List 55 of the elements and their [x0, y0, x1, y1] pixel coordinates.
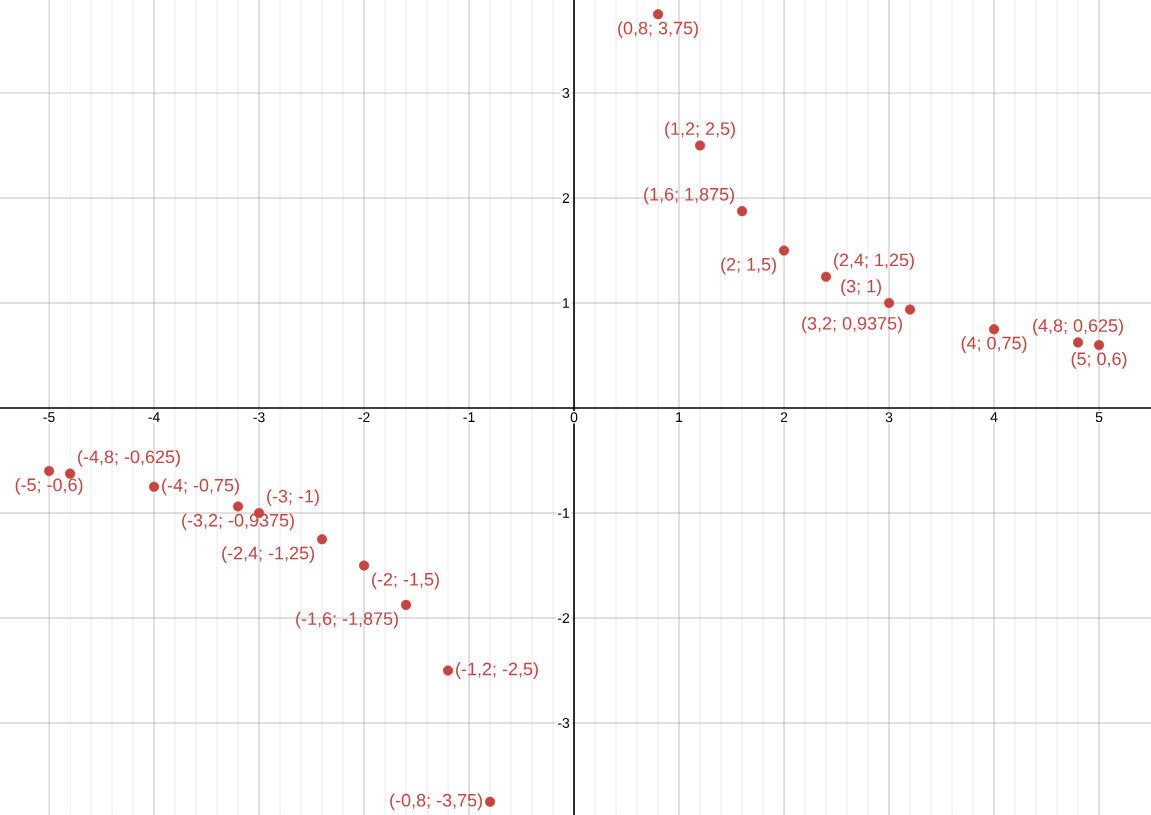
point	[400, 599, 412, 610]
point	[736, 206, 748, 217]
y-tick-label: 3	[562, 88, 570, 98]
point	[694, 140, 706, 151]
data-label: (-4; -0,75)	[162, 478, 239, 496]
data-label: (0,8; 3,75)	[618, 21, 698, 38]
data-label: (1,2; 2,5)	[665, 121, 735, 139]
y-tick-label: -2	[557, 613, 570, 623]
point	[232, 501, 244, 512]
x-tick-label: 0	[570, 412, 578, 423]
point	[316, 534, 328, 545]
data-label: (5; 0,6)	[1071, 351, 1127, 369]
point	[820, 271, 832, 282]
data-label: (-3,2; -0,9375)	[182, 513, 294, 531]
data-label: (-1,2; -2,5)	[456, 662, 538, 679]
x-tick-label: -5	[43, 412, 55, 423]
data-label: (-2; -1,5)	[372, 572, 439, 590]
data-label: (-5; -0,6)	[15, 477, 83, 495]
y-tick-label: 1	[563, 298, 570, 308]
point	[988, 324, 1000, 335]
x-tick-label: -4	[148, 412, 160, 422]
data-label: (2,4; 1,25)	[834, 253, 914, 270]
data-label: (4,8; 0,625)	[1033, 318, 1123, 336]
y-tick-label: -1	[557, 508, 570, 518]
x-tick-label: 2	[780, 412, 788, 423]
point	[43, 465, 55, 477]
point	[148, 481, 160, 492]
point	[778, 245, 790, 256]
data-label: (-3; -1)	[267, 489, 319, 507]
data-label: (-1,6; -1,875)	[296, 611, 398, 629]
point	[652, 9, 664, 20]
x-tick-label: 1	[676, 412, 683, 422]
data-label: (-2,4; -1,25)	[222, 546, 314, 563]
data-label: (3; 1)	[841, 279, 881, 297]
point	[904, 304, 916, 315]
x-tick-label: 4	[990, 412, 998, 422]
y-tick-label: 2	[562, 193, 570, 203]
point	[442, 665, 454, 676]
x-tick-label: 5	[1095, 412, 1103, 423]
x-tick-label: -2	[358, 412, 370, 423]
point	[358, 560, 370, 571]
data-label: (1,6; 1,875)	[644, 187, 734, 205]
point	[64, 468, 76, 479]
data-label: (-4,8; -0,625)	[78, 449, 180, 467]
x-tick-label: -3	[253, 412, 265, 423]
data-label: (-0,8; -3,75)	[390, 793, 482, 811]
data-label: (2; 1,5)	[721, 257, 776, 275]
x-tick-label: 3	[885, 412, 893, 423]
y-tick-label: -3	[557, 718, 570, 728]
data-label: (4; 0,75)	[961, 336, 1027, 353]
point	[1093, 339, 1105, 351]
data-label: (3,2; 0,9375)	[802, 316, 902, 334]
x-tick-label: -1	[463, 412, 475, 422]
point	[1072, 337, 1084, 348]
point	[883, 297, 895, 309]
